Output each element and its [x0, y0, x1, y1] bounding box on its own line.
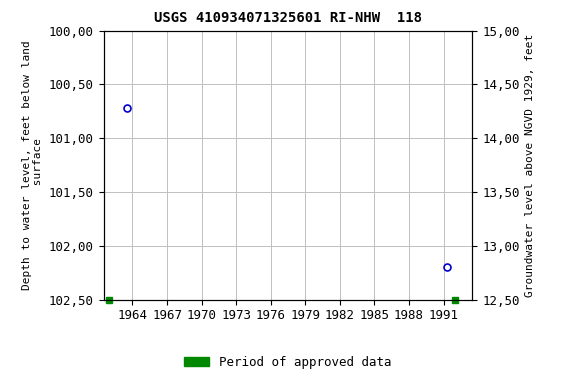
- Title: USGS 410934071325601 RI-NHW  118: USGS 410934071325601 RI-NHW 118: [154, 12, 422, 25]
- Legend: Period of approved data: Period of approved data: [179, 351, 397, 374]
- Y-axis label: Depth to water level, feet below land
 surface: Depth to water level, feet below land su…: [22, 40, 43, 290]
- Y-axis label: Groundwater level above NGVD 1929, feet: Groundwater level above NGVD 1929, feet: [525, 33, 535, 297]
